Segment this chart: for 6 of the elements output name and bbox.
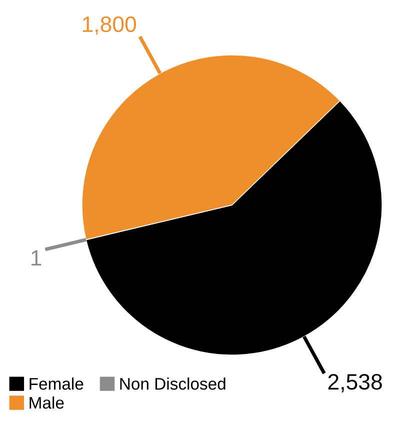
legend-label: Male — [30, 396, 64, 409]
legend-label: Female — [30, 378, 84, 390]
data-label: 2,538 — [328, 374, 382, 392]
legend-label: Non Disclosed — [120, 378, 226, 390]
data-label: 1 — [32, 250, 42, 266]
data-label: 1,800 — [82, 16, 136, 35]
